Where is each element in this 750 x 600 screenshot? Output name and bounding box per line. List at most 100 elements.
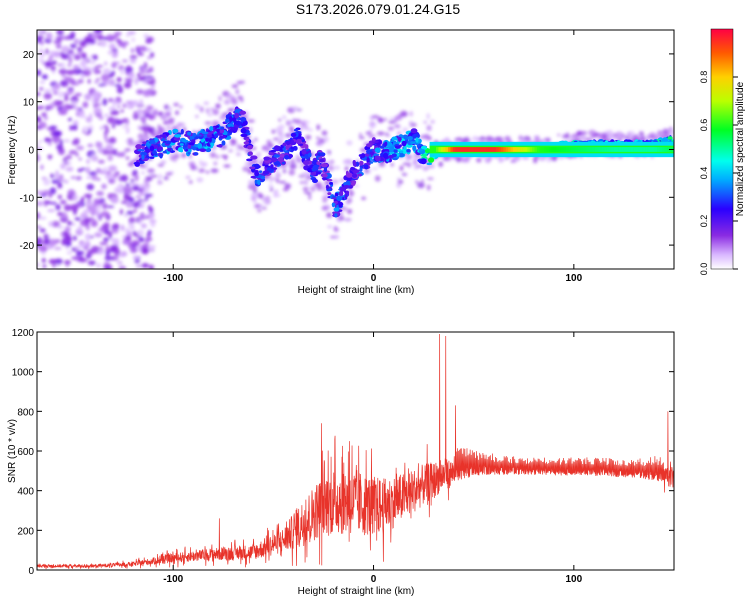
spectrogram-tone-segment [541,147,545,152]
spectrogram-halo-blob [235,147,240,151]
spectrogram-halo-blob [497,136,504,143]
spectrogram-noise-blob [49,125,58,130]
spectrogram-tone-segment [452,147,456,152]
spectrogram-ridge-blob [137,149,145,152]
spectrogram-ridge-blob [229,116,233,122]
spectrogram-ridge-blob [418,148,424,152]
spectrogram-halo-blob [239,80,246,84]
spectrogram-tone-segment [476,147,480,152]
spectrogram-noise-blob [125,156,130,160]
spectrogram-noise-blob [44,238,51,245]
spectrogram-ridge-blob [206,134,213,138]
spectrogram-tone-segment [666,147,670,152]
snr-x-ticks: -100 0 100 [163,332,583,585]
spectrogram-halo-blob [427,164,435,169]
spectrogram-halo-blob [275,172,281,179]
spectrogram-ridge-blob [358,154,363,157]
spectrogram-noise-blob [131,37,136,42]
spectrogram-noise-blob [110,196,119,204]
spectrogram-noise-blob [124,77,133,81]
spectrogram-noise-blob [90,153,96,161]
spectrogram-ridge-blob [141,154,145,160]
spectrogram-noise-blob [55,204,61,211]
spectrogram-noise-blob [147,229,152,236]
spectrogram-noise-blob [107,150,117,155]
spectrogram-halo-blob [365,131,371,135]
spectrogram-ridge-blob [285,145,290,151]
spectrogram-halo-blob [218,95,222,102]
spectrogram-noise-blob [91,218,96,225]
spectrogram-noise-blob [51,220,61,228]
spectrogram-noise-blob [150,221,156,228]
spectrogram-halo-blob [188,180,193,184]
spectrogram-ridge-blob [336,195,343,201]
spectrogram-halo-blob [346,140,353,146]
spectrogram-noise-blob [119,152,126,158]
spectrogram-tone-segment [577,147,581,152]
spectrogram-halo-blob [523,157,530,160]
x-tick-label: 100 [565,574,582,585]
spectrogram-ridge-blob [158,146,163,152]
spectrogram-halo-blob [157,179,161,185]
spectrogram-noise-blob [74,92,82,97]
spectrogram-noise-blob [120,200,128,204]
spectrogram-ridge-blob [401,140,407,147]
spectrogram-noise-blob [58,110,68,115]
spectrogram-tone-segment [573,147,576,152]
spectrogram-noise-blob [125,201,134,208]
spectrogram-ridge-blob [374,155,380,161]
spectrogram-noise-blob [130,178,135,183]
spectrogram-halo-blob [422,165,429,171]
spectrogram-tone-segment [484,147,487,152]
spectrogram-halo-blob [215,154,219,160]
spectrogram-halo-blob [323,136,329,143]
spectrogram-tone-segment [618,147,622,152]
spectrogram-halo-blob [319,184,324,189]
spectrogram-noise-blob [65,166,74,172]
spectrogram-tone-segment [529,147,533,152]
spectrogram-noise-blob [80,212,89,220]
spectrogram-noise-blob [127,141,135,146]
spectrogram-halo-blob [513,156,519,161]
spectrogram-halo-blob [619,137,623,142]
spectrogram-ridge-blob [135,144,143,150]
spectrogram-noise-blob [145,186,150,192]
spectrogram-halo-blob [223,99,231,105]
spectrogram-halo-blob [279,164,288,168]
spectrogram-halo-blob [160,160,167,164]
spectrogram-ridge-blob [179,143,184,146]
spectrogram-noise-blob [116,86,124,94]
spectrogram-halo-blob [407,162,412,168]
spectrogram-tone-segment [553,147,557,152]
spectrogram-halo-blob [231,84,239,89]
spectrogram-halo-blob [376,131,385,136]
spectrogram-halo-blob [252,146,257,151]
spectrogram-halo-blob [137,125,143,130]
spectrogram-ridge-blob [270,164,274,169]
spectrogram-noise-blob [93,103,102,107]
spectrogram-ridge-blob [346,176,353,182]
spectrogram-tone-segment [520,147,523,152]
spectrogram-halo-blob [239,96,244,103]
spectrogram-tone-segment [508,147,511,152]
spectrogram-noise-blob [77,51,82,55]
spectrogram-halo-blob [157,124,161,129]
spectrogram-halo-blob [333,235,340,239]
spectrogram-noise-blob [125,100,135,104]
x-tick-label: -100 [163,574,183,585]
spectrogram-halo-blob [289,125,294,132]
spectrogram-halo-blob [340,216,345,221]
spectrogram-noise-blob [39,139,43,143]
spectrogram-ridge-blob [374,147,381,153]
spectrogram-halo-blob [275,178,280,184]
spectrogram-noise-blob [107,154,114,162]
spectrogram-noise-blob [73,54,81,61]
y-tick-label: 1200 [12,328,35,339]
spectrogram-ridge-blob [307,152,312,158]
spectrogram-noise-blob [37,37,42,44]
spectrogram-halo-blob [426,125,431,131]
spectrogram-ridge-blob [285,140,291,146]
spectrogram-ridge-blob [145,148,150,154]
spectrogram-noise-blob [78,157,82,161]
spectrogram-noise-blob [51,60,57,65]
